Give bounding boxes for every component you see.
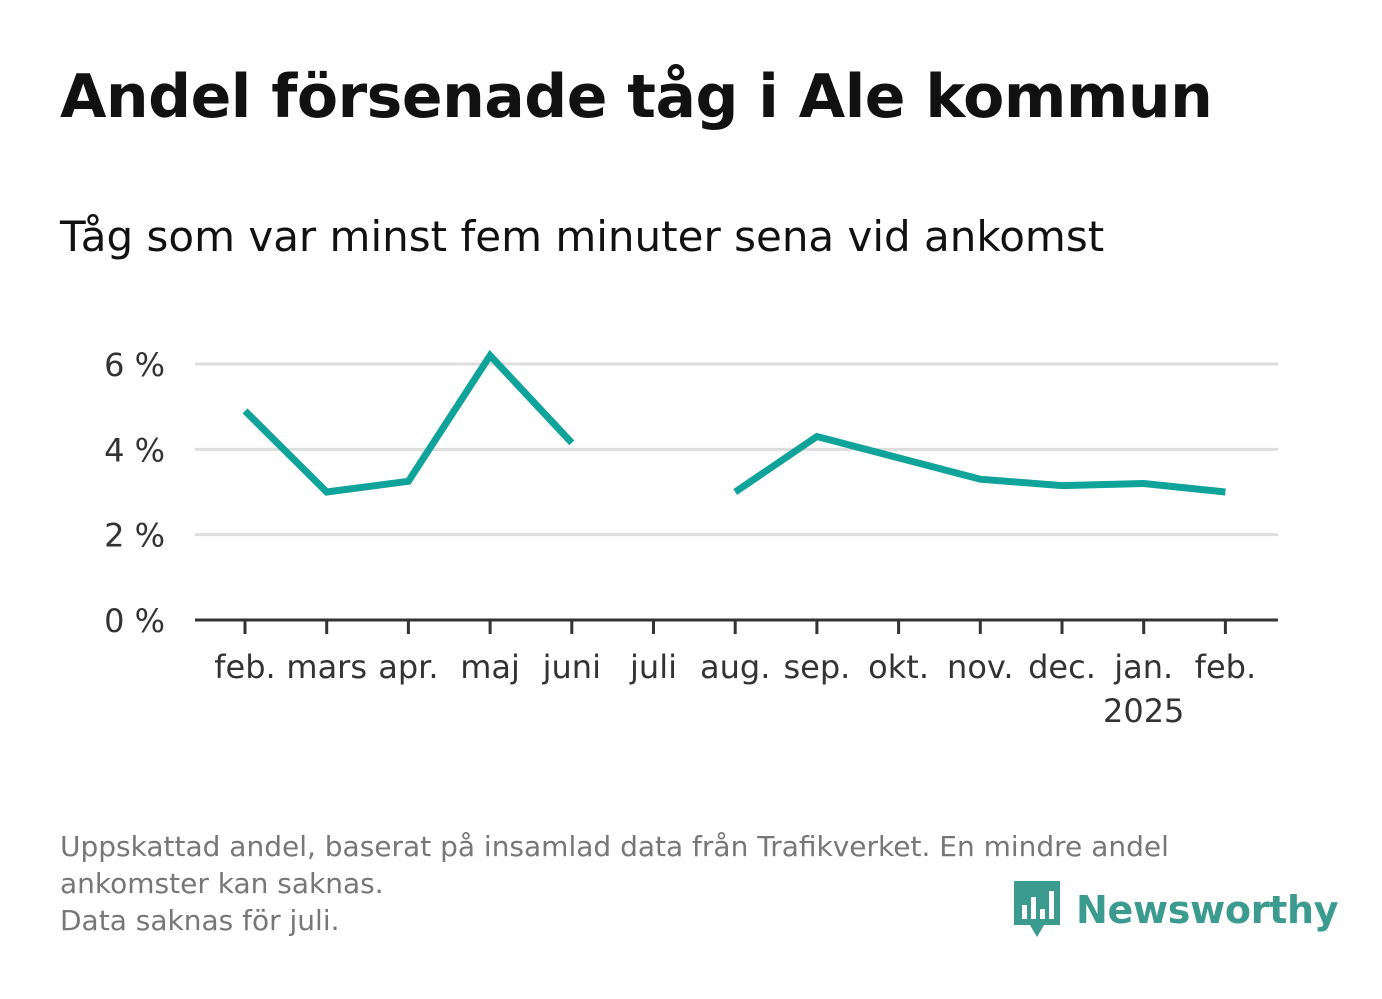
y-tick-label: 6 % [104,346,165,384]
gridlines [195,362,1278,537]
y-tick-label: 2 % [104,517,165,555]
y-tick-label: 0 % [104,602,165,640]
x-tick-label: juni [542,648,601,686]
x-tick-label: okt. [868,648,929,686]
brand-logo: Newsworthy [1010,878,1339,942]
x-tick-label: aug. [700,648,770,686]
x-tick-label: mars [286,648,367,686]
series-line-segment [733,432,1226,496]
newsworthy-logo-icon [1014,881,1060,937]
series-lines [242,349,1226,496]
x-tick-label: feb. [1195,648,1256,686]
x-tick-label: sep. [783,648,850,686]
chart-title: Andel försenade tåg i Ale kommun [60,62,1213,132]
footnote-line: Uppskattad andel, baserat på insamlad da… [60,830,1178,900]
x-tick-year-label: 2025 [1103,692,1184,730]
y-tick-label: 4 % [104,431,165,469]
x-axis-ticks: feb. mars apr. maj juni juli aug. sep. okt. nov. d… [214,620,1256,730]
chart-subtitle: Tåg som var minst fem minuter sena vid a… [60,212,1105,261]
x-tick-label: maj [460,648,520,686]
x-tick-label: dec. [1028,648,1096,686]
x-tick-label: nov. [947,648,1013,686]
footnote: Uppskattad andel, baserat på insamlad da… [60,828,1320,938]
x-tick-label: feb. [214,648,275,686]
brand-name: Newsworthy [1076,888,1339,932]
x-tick-label: apr. [378,648,438,686]
x-tick-label: jan. [1113,648,1173,686]
series-line-segment [242,349,575,496]
y-axis-ticks: 0 % 2 % 4 % 6 % [104,346,165,640]
x-tick-label: juli [629,648,677,686]
footnote-line: Data saknas för juli. [60,904,340,937]
